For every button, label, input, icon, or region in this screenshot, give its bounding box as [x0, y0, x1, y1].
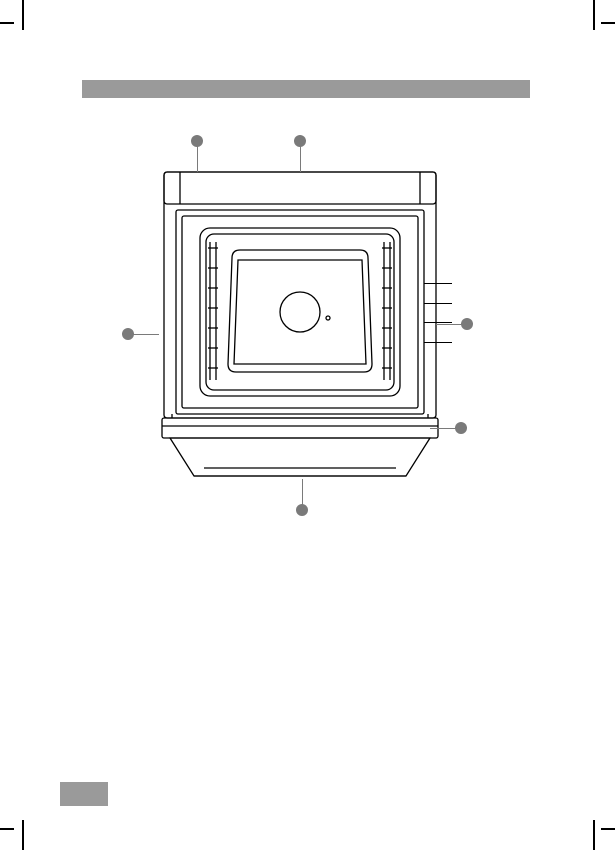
callout-4-dot	[455, 422, 467, 434]
callout-2-dot	[294, 135, 306, 147]
callout-1-dot	[191, 135, 203, 147]
rack-level-line	[424, 283, 452, 284]
rack-level-line	[424, 342, 452, 343]
callout-6-dot	[122, 328, 134, 340]
rack-level-line	[424, 303, 452, 304]
page	[0, 0, 615, 850]
callout-3-dot	[461, 318, 473, 330]
oven-line-drawing	[160, 168, 440, 488]
oven-diagram	[0, 0, 615, 850]
callout-5-dot	[296, 504, 308, 516]
